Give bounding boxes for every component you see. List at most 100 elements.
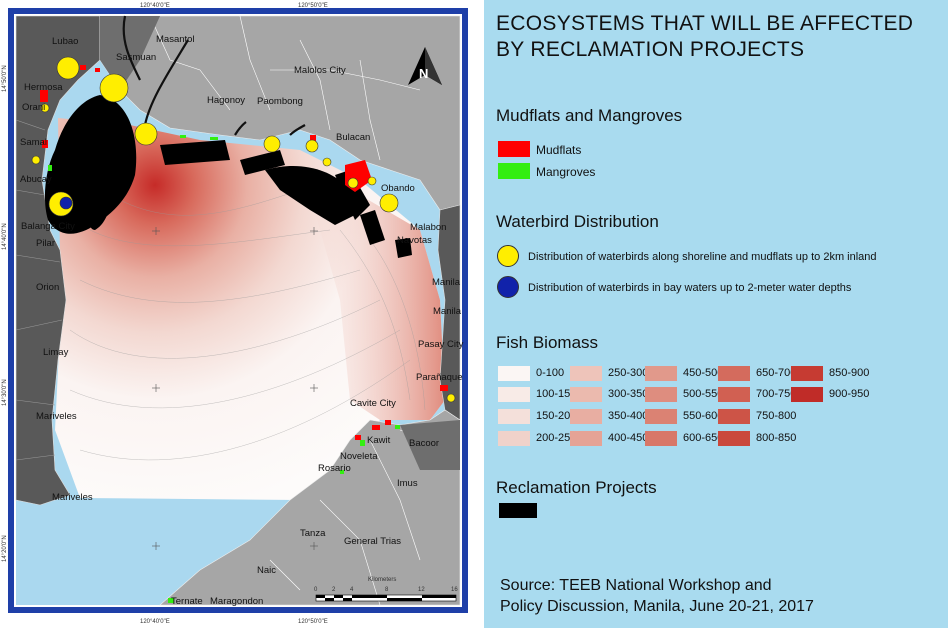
label-bulacan: Bulacan xyxy=(336,132,370,143)
fish-bin-swatch xyxy=(718,366,750,381)
bataan-land xyxy=(15,15,101,506)
fish-bin-swatch xyxy=(645,431,677,446)
label-limay: Limay xyxy=(43,347,69,358)
label-lubao: Lubao xyxy=(52,36,78,47)
svg-text:2: 2 xyxy=(332,587,336,593)
label-balanga: Balanga City xyxy=(21,221,75,232)
label-orion: Orion xyxy=(36,282,59,293)
place-labels: Lubao Masantol Sasmuan Hermosa Malolos C… xyxy=(20,34,464,607)
waterbird-section-title: Waterbird Distribution xyxy=(496,212,659,231)
label-hermosa: Hermosa xyxy=(24,82,63,93)
label-general-trias: General Trias xyxy=(344,536,401,547)
label-pasay: Pasay City xyxy=(418,339,464,350)
fish-bin-swatch xyxy=(570,387,602,402)
fish-bin-swatch xyxy=(718,431,750,446)
mudflats-patches xyxy=(40,65,448,440)
fish-bin-label: 700-750 xyxy=(756,388,797,400)
svg-text:16: 16 xyxy=(451,587,458,593)
cavite-land xyxy=(159,409,461,606)
fish-bin-label: 850-900 xyxy=(829,367,870,379)
north-letter: N xyxy=(419,66,428,81)
label-bacoor: Bacoor xyxy=(409,438,439,449)
svg-text:4: 4 xyxy=(350,587,354,593)
svg-text:8: 8 xyxy=(385,587,389,593)
label-noveleta: Noveleta xyxy=(340,451,378,462)
label-paombong: Paombong xyxy=(257,96,303,107)
coord-bottom-left: 120°40'0"E xyxy=(140,619,170,625)
label-obando: Obando xyxy=(381,183,415,194)
fish-bin-swatch xyxy=(498,409,530,424)
fish-bin-swatch xyxy=(645,366,677,381)
label-pilar: Pilar xyxy=(36,238,55,249)
label-mariveles-1: Mariveles xyxy=(36,411,77,422)
label-cavite-city: Cavite City xyxy=(350,398,396,409)
label-abucay: Abucay xyxy=(20,174,52,185)
metro-manila-land xyxy=(437,204,461,421)
bay-map: 120°40'0"E 120°50'0"E 120°40'0"E 120°50'… xyxy=(2,3,468,625)
coord-top-right: 120°50'0"E xyxy=(298,3,328,9)
label-tanza: Tanza xyxy=(300,528,326,539)
fish-bin-label: 450-500 xyxy=(683,367,724,379)
coord-lat-40: 14°40'0"N xyxy=(2,223,8,250)
fish-bin-label: 500-550 xyxy=(683,388,724,400)
legend-panel: ECOSYSTEMS THAT WILL BE AFFECTED BY RECL… xyxy=(484,0,948,628)
waterbird-shore-label: Distribution of waterbirds along shoreli… xyxy=(528,251,877,263)
fish-bin-label: 100-150 xyxy=(536,388,577,400)
label-ternate: Ternate xyxy=(171,596,203,607)
fish-bin-label: 650-700 xyxy=(756,367,797,379)
label-naic: Naic xyxy=(257,565,276,576)
label-orani: Orani xyxy=(22,102,45,113)
fish-bin-swatch xyxy=(791,366,823,381)
fish-bin-label: 200-250 xyxy=(536,432,577,444)
coord-lat-30: 14°30'0"N xyxy=(2,379,8,406)
fish-bin-label: 400-450 xyxy=(608,432,649,444)
source-line-1: Source: TEEB National Workshop and xyxy=(500,577,772,594)
fish-bin-swatch xyxy=(570,409,602,424)
label-mariveles-2: Mariveles xyxy=(52,492,93,503)
fish-bin-label: 550-600 xyxy=(683,410,724,422)
rivers xyxy=(122,15,306,136)
graticule xyxy=(152,227,318,550)
label-imus: Imus xyxy=(397,478,418,489)
title-line-2: BY RECLAMATION PROJECTS xyxy=(496,38,805,61)
waterbird-bay-point xyxy=(59,196,73,210)
label-sasmuan: Sasmuan xyxy=(116,52,156,63)
label-kawit: Kawit xyxy=(367,435,391,446)
fish-bin-label: 800-850 xyxy=(756,432,797,444)
legend-title: ECOSYSTEMS THAT WILL BE AFFECTED BY RECL… xyxy=(496,11,913,63)
reclamation-swatch xyxy=(499,503,537,518)
scale-unit: Kilometers xyxy=(368,577,396,583)
mudflats-swatch xyxy=(498,141,530,157)
label-navotas: Navotas xyxy=(397,235,432,246)
svg-text:12: 12 xyxy=(418,587,425,593)
mudflats-section-title: Mudflats and Mangroves xyxy=(496,106,683,125)
source-line-2: Policy Discussion, Manila, June 20-21, 2… xyxy=(500,598,814,615)
label-samal: Samal xyxy=(20,137,47,148)
fish-bin-swatch xyxy=(570,431,602,446)
fish-bin-label: 250-300 xyxy=(608,367,649,379)
fish-bin-swatch xyxy=(718,409,750,424)
waterbird-bay-label: Distribution of waterbirds in bay waters… xyxy=(528,282,852,294)
title-line-1: ECOSYSTEMS THAT WILL BE AFFECTED xyxy=(496,12,914,35)
map-panel: 120°40'0"E 120°50'0"E 120°40'0"E 120°50'… xyxy=(2,3,468,625)
label-paranaque: Parañaque xyxy=(416,372,462,383)
coord-bottom-right: 120°50'0"E xyxy=(298,619,328,625)
fish-bin-swatch xyxy=(645,409,677,424)
fish-bin-swatch xyxy=(570,366,602,381)
waterbird-shore-swatch xyxy=(497,245,519,267)
scale-bar: Kilometers 0 2 4 8 12 16 xyxy=(314,577,458,602)
label-masantol: Masantol xyxy=(156,34,195,45)
fish-bin-swatch xyxy=(645,387,677,402)
fish-bin-label: 0-100 xyxy=(536,367,565,379)
biomass-contours xyxy=(69,189,426,461)
mangroves-patches xyxy=(48,135,400,603)
reclamation-section-title: Reclamation Projects xyxy=(496,478,657,497)
fish-bin-swatch xyxy=(498,387,530,402)
label-rosario: Rosario xyxy=(318,463,351,474)
label-maragondon: Maragondon xyxy=(210,596,263,607)
fish-bin-label: 300-350 xyxy=(608,388,649,400)
label-malolos: Malolos City xyxy=(294,65,346,76)
mangroves-label: Mangroves xyxy=(536,165,596,179)
fish-bin-swatch xyxy=(718,387,750,402)
svg-text:0: 0 xyxy=(314,587,318,593)
